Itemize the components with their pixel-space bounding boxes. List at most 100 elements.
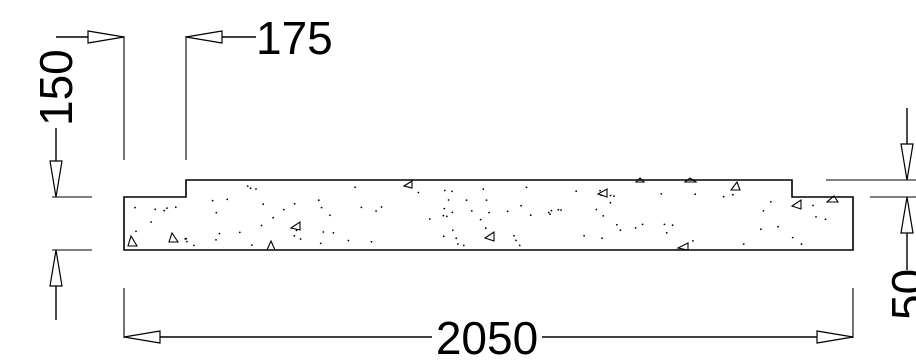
arrow-down-icon (49, 160, 63, 198)
left-height-dimension: 150 (30, 49, 92, 320)
aggregate-speck (513, 234, 515, 237)
aggregate-speck (215, 239, 217, 241)
aggregate-triangle (729, 180, 741, 191)
aggregate-speck (451, 190, 453, 193)
aggregate-triangle (596, 188, 608, 198)
aggregate-speck (370, 240, 373, 243)
aggregate-speck (791, 236, 794, 239)
aggregate-speck (824, 218, 827, 221)
aggregate-speck (470, 210, 473, 212)
aggregate-speck (671, 224, 674, 227)
aggregate-speck (485, 199, 488, 202)
aggregate-triangle (289, 220, 301, 231)
aggregate-speck (184, 238, 187, 240)
aggregate-speck (246, 185, 249, 188)
left-height-label: 150 (30, 49, 82, 126)
aggregate-speck (732, 193, 734, 196)
aggregate-speck (154, 208, 157, 211)
aggregate-speck (769, 201, 772, 203)
aggregate-speck (443, 207, 446, 210)
aggregate-speck (186, 240, 188, 243)
arrow-up-icon (900, 196, 914, 234)
aggregate-speck (360, 206, 363, 209)
aggregate-speck (506, 210, 509, 213)
aggregate-triangle (790, 198, 802, 210)
aggregate-speck (560, 209, 562, 212)
aggregate-speck (595, 208, 598, 211)
aggregate-speck (428, 218, 431, 220)
aggregate-speck (446, 215, 448, 218)
aggregate-speck (641, 223, 644, 226)
arrow-left-icon (123, 330, 161, 344)
aggregate-speck (282, 208, 285, 211)
aggregate-speck (262, 203, 265, 206)
aggregate-speck (332, 232, 335, 234)
aggregate-speck (250, 244, 253, 247)
aggregate-speck (442, 214, 445, 217)
aggregate-triangle (683, 177, 698, 183)
aggregate-speck (529, 214, 532, 217)
aggregate-speck (549, 213, 551, 216)
aggregate-speck (462, 244, 465, 247)
aggregate-speck (443, 189, 446, 192)
aggregate-speck (777, 225, 779, 228)
aggregate-speck (174, 206, 177, 209)
aggregate-speck (293, 234, 296, 237)
aggregate-speck (293, 202, 296, 205)
aggregate-speck (609, 194, 612, 197)
aggregate-speck (322, 231, 325, 233)
overall-length-label: 2050 (436, 312, 538, 360)
aggregate-speck (601, 237, 603, 240)
aggregate-speck (211, 199, 214, 202)
aggregate-speck (479, 218, 482, 221)
aggregate-speck (319, 242, 322, 245)
aggregate-speck (619, 229, 622, 232)
arrow-right-icon (87, 30, 125, 44)
arrow-left-icon (185, 30, 223, 44)
aggregate-speck (525, 186, 528, 189)
aggregate-speck (557, 208, 560, 211)
aggregate-speck (694, 193, 697, 196)
concrete-hatch (127, 177, 840, 251)
aggregate-speck (226, 198, 229, 201)
offset-label: 175 (256, 12, 333, 64)
aggregate-speck (800, 243, 803, 246)
aggregate-speck (163, 209, 166, 212)
aggregate-speck (760, 228, 762, 231)
aggregate-speck (660, 193, 663, 195)
aggregate-speck (375, 210, 377, 212)
aggregate-triangle (825, 195, 840, 203)
slab-section-outline (123, 179, 854, 251)
aggregate-speck (299, 238, 302, 240)
aggregate-speck (482, 188, 485, 191)
aggregate-speck (515, 239, 517, 242)
overall-length-dimension: 2050 (123, 288, 854, 360)
aggregate-speck (602, 215, 605, 217)
aggregate-speck (456, 243, 459, 245)
aggregate-speck (616, 223, 618, 226)
aggregate-speck (484, 227, 487, 230)
aggregate-speck (550, 209, 553, 212)
aggregate-speck (488, 211, 490, 214)
aggregate-speck (815, 216, 817, 218)
aggregate-speck (520, 204, 522, 207)
aggregate-speck (317, 199, 320, 202)
aggregate-speck (442, 235, 445, 238)
aggregate-speck (447, 199, 450, 201)
aggregate-triangle (127, 234, 138, 247)
aggregate-speck (609, 201, 612, 204)
aggregate-speck (166, 207, 168, 210)
aggregate-speck (135, 230, 137, 233)
aggregate-speck (354, 186, 356, 189)
aggregate-speck (260, 224, 263, 227)
aggregate-speck (575, 190, 578, 193)
offset-dimension: 175 (56, 12, 333, 160)
aggregate-speck (665, 232, 668, 234)
aggregate-speck (193, 244, 195, 247)
arrow-down-icon (900, 143, 914, 181)
aggregate-speck (272, 216, 274, 219)
right-height-dimension: 50 (826, 108, 916, 320)
aggregate-speck (417, 191, 420, 194)
aggregate-speck (613, 195, 615, 198)
